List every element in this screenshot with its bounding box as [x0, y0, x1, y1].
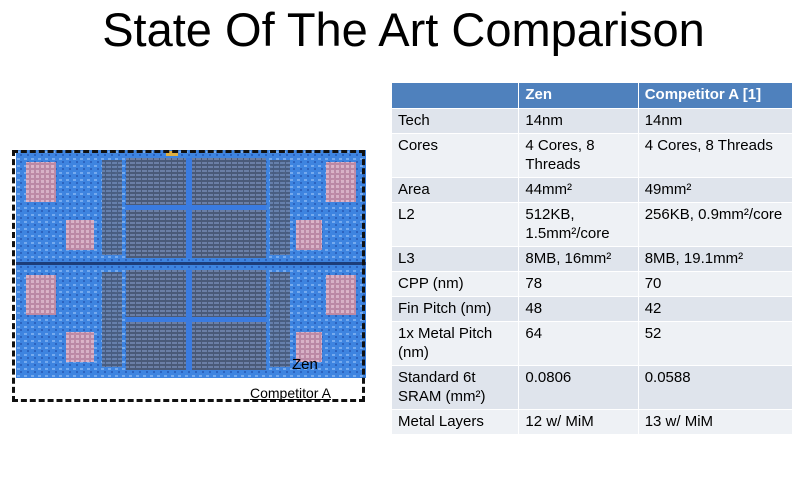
- table-row: L3 8MB, 16mm² 8MB, 19.1mm²: [390, 246, 794, 272]
- zen-value: 4 Cores, 8 Threads: [518, 133, 639, 178]
- zen-die-label: Zen: [292, 356, 318, 373]
- table-row: Area 44mm² 49mm²: [390, 177, 794, 203]
- competitor-value: 49mm²: [637, 177, 794, 203]
- row-label: Standard 6t SRAM (mm²): [390, 365, 520, 410]
- row-label: Area: [390, 177, 520, 203]
- comparison-table: Zen Competitor A [1] Tech 14nm 14nm Core…: [390, 82, 794, 435]
- competitor-value: 14nm: [637, 108, 794, 134]
- table-row: Tech 14nm 14nm: [390, 108, 794, 134]
- zen-value: 44mm²: [518, 177, 639, 203]
- table-row: CPP (nm) 78 70: [390, 271, 794, 297]
- zen-value: 0.0806: [518, 365, 639, 410]
- competitor-a-outline: [12, 150, 365, 402]
- competitor-value: 52: [637, 321, 794, 366]
- zen-value: 512KB, 1.5mm²/core: [518, 202, 639, 247]
- row-label: Metal Layers: [390, 409, 520, 435]
- table-row: L2 512KB, 1.5mm²/core 256KB, 0.9mm²/core: [390, 202, 794, 247]
- competitor-value: 4 Cores, 8 Threads: [637, 133, 794, 178]
- table-row: Standard 6t SRAM (mm²) 0.0806 0.0588: [390, 365, 794, 410]
- competitor-value: 0.0588: [637, 365, 794, 410]
- competitor-value: 13 w/ MiM: [637, 409, 794, 435]
- row-label: L3: [390, 246, 520, 272]
- row-label: Tech: [390, 108, 520, 134]
- table-row: Cores 4 Cores, 8 Threads 4 Cores, 8 Thre…: [390, 133, 794, 178]
- competitor-value: 256KB, 0.9mm²/core: [637, 202, 794, 247]
- competitor-value: 42: [637, 296, 794, 322]
- competitor-a-label: Competitor A: [250, 385, 331, 401]
- row-label: L2: [390, 202, 520, 247]
- zen-value: 12 w/ MiM: [518, 409, 639, 435]
- row-label: CPP (nm): [390, 271, 520, 297]
- row-label: 1x Metal Pitch (nm): [390, 321, 520, 366]
- zen-value: 14nm: [518, 108, 639, 134]
- row-label: Cores: [390, 133, 520, 178]
- table-row: Metal Layers 12 w/ MiM 13 w/ MiM: [390, 409, 794, 435]
- competitor-value: 70: [637, 271, 794, 297]
- table-row: 1x Metal Pitch (nm) 64 52: [390, 321, 794, 366]
- zen-value: 64: [518, 321, 639, 366]
- header-empty: [390, 82, 520, 109]
- header-competitor-a: Competitor A [1]: [637, 82, 794, 109]
- zen-value: 78: [518, 271, 639, 297]
- slide-title: State Of The Art Comparison: [102, 3, 705, 56]
- die-photo: [16, 150, 366, 378]
- zen-value: 8MB, 16mm²: [518, 246, 639, 272]
- table-row: Fin Pitch (nm) 48 42: [390, 296, 794, 322]
- row-label: Fin Pitch (nm): [390, 296, 520, 322]
- table-header-row: Zen Competitor A [1]: [390, 82, 794, 109]
- zen-value: 48: [518, 296, 639, 322]
- header-zen: Zen: [518, 82, 639, 109]
- competitor-value: 8MB, 19.1mm²: [637, 246, 794, 272]
